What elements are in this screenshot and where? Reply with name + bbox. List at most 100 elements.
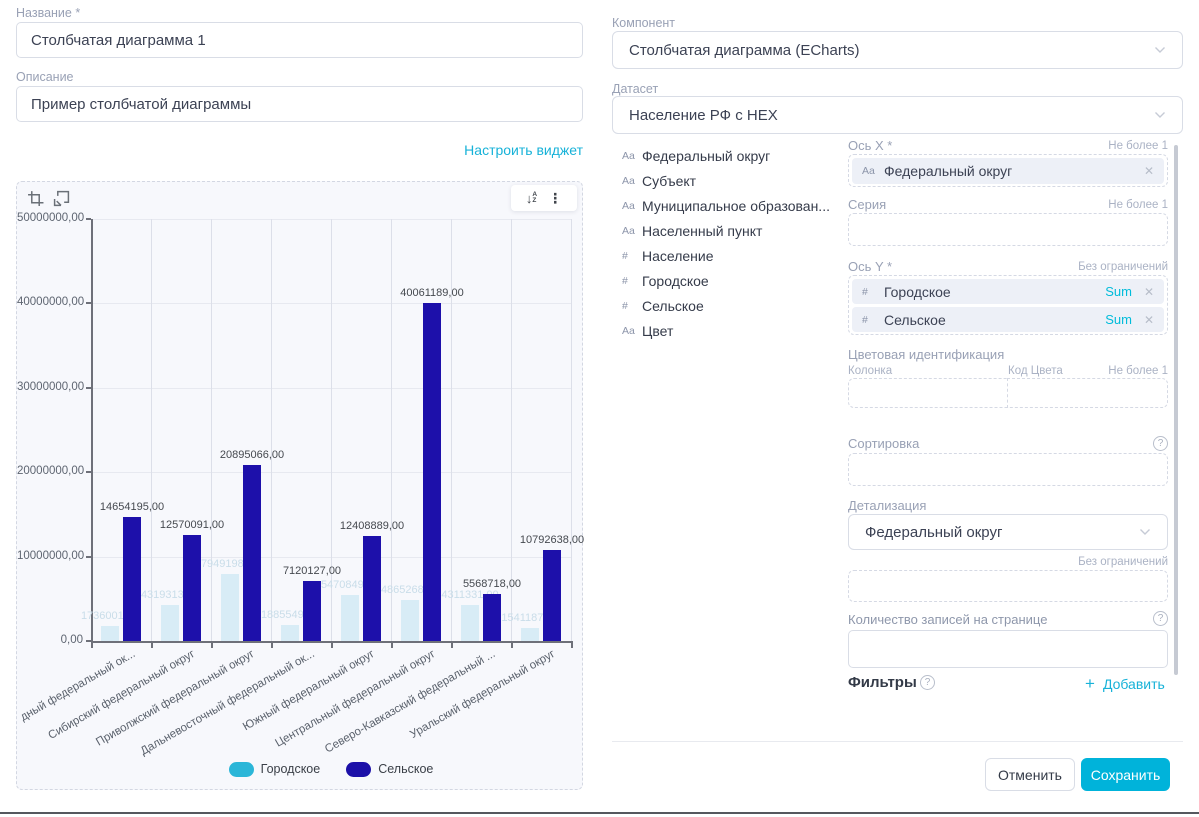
field-item[interactable]: Aa Населенный пункт [622, 221, 762, 241]
bar-gorodskoe[interactable] [281, 625, 299, 641]
bar-gorodskoe[interactable] [221, 574, 239, 641]
dataset-select[interactable]: Население РФ с HEX [612, 96, 1183, 134]
bar-gorodskoe[interactable] [161, 605, 179, 641]
field-item[interactable]: Aa Федеральный округ [622, 146, 770, 166]
x-axis-chip[interactable]: Aa Федеральный округ ✕ [852, 158, 1164, 184]
y-axis-chip[interactable]: # Городское Sum ✕ [852, 279, 1164, 304]
bar-selskoe[interactable] [483, 594, 501, 641]
series-hint: Не более 1 [1108, 199, 1168, 211]
field-item[interactable]: Aa Муниципальное образован... [622, 196, 830, 216]
legend-item[interactable]: Городское [228, 761, 320, 777]
bar-label-selskoe: 20895066,00 [219, 449, 285, 461]
bar-selskoe[interactable] [423, 303, 441, 641]
configure-widget-link[interactable]: Настроить виджет [464, 142, 583, 158]
x-axis-label: Ось X * [848, 138, 893, 153]
bar-selskoe[interactable] [183, 535, 201, 641]
x-axis-tick [151, 641, 153, 648]
bar-gorodskoe[interactable] [521, 628, 539, 641]
legend-swatch [228, 761, 254, 777]
gridline [151, 219, 152, 641]
bar-gorodskoe[interactable] [461, 605, 479, 641]
y-axis-tick [86, 218, 91, 220]
sort-az-icon[interactable]: ↓ A Z [526, 191, 537, 205]
field-item[interactable]: # Население [622, 246, 714, 266]
x-axis-tick [271, 641, 273, 648]
color-column-dropzone[interactable] [848, 378, 1008, 408]
bar-selskoe[interactable] [123, 517, 141, 641]
y-axis-dropzone[interactable]: # Городское Sum ✕ # Сельское Sum ✕ [848, 275, 1168, 335]
page-size-input[interactable] [848, 630, 1168, 668]
scrollbar[interactable] [1174, 145, 1178, 675]
records-dropzone[interactable] [848, 570, 1168, 602]
y-axis-tick [86, 471, 91, 474]
chart-widget-preview: ↓ A Z ⋮ 50000000,00 40000000,00 30000000,00 2… [16, 181, 584, 790]
restore-icon[interactable] [53, 190, 70, 207]
footer-divider [612, 741, 1183, 742]
bar-gorodskoe[interactable] [101, 626, 119, 641]
component-label: Компонент [612, 16, 676, 30]
detail-select[interactable]: Федеральный округ [848, 514, 1168, 550]
y-axis-tick [86, 640, 91, 642]
save-button[interactable]: Сохранить [1081, 758, 1170, 791]
field-item[interactable]: # Городское [622, 271, 709, 291]
area-zoom-icon[interactable] [27, 190, 44, 207]
gridline [511, 219, 512, 641]
kebab-menu-icon[interactable]: ⋮ [548, 190, 563, 206]
add-filter-link[interactable]: + Добавить [1085, 674, 1165, 694]
color-ident-hint: Не более 1 [1108, 365, 1168, 377]
bar-gorodskoe[interactable] [401, 600, 419, 641]
page-size-label: Количество записей на странице [848, 612, 1048, 627]
bar-gorodskoe[interactable] [341, 595, 359, 641]
x-axis-dropzone[interactable]: Aa Федеральный округ ✕ [848, 154, 1168, 187]
plus-icon: + [1085, 674, 1095, 693]
chevron-down-icon [1155, 47, 1165, 53]
description-input[interactable] [16, 86, 583, 122]
legend-item[interactable]: Сельское [346, 761, 433, 777]
cancel-button[interactable]: Отменить [985, 758, 1075, 791]
field-item[interactable]: Aa Субъект [622, 171, 696, 191]
bar-selskoe[interactable] [363, 536, 381, 641]
field-type-icon: # [622, 250, 628, 262]
help-icon[interactable]: ? [920, 675, 935, 690]
remove-chip-icon[interactable]: ✕ [1143, 164, 1154, 178]
field-type-icon: # [622, 300, 628, 312]
detail-label: Детализация [848, 498, 927, 513]
name-label: Название * [16, 6, 81, 20]
help-icon[interactable]: ? [1153, 436, 1168, 451]
component-select[interactable]: Столбчатая диаграмма (ECharts) [612, 31, 1183, 69]
y-axis-label: Ось Y * [848, 259, 893, 274]
bar-selskoe[interactable] [543, 550, 561, 641]
field-name: Федеральный округ [642, 148, 771, 164]
remove-chip-icon[interactable]: ✕ [1143, 312, 1154, 327]
column-sublabel: Колонка [848, 365, 893, 377]
y-axis-chip[interactable]: # Сельское Sum ✕ [852, 307, 1164, 332]
name-input[interactable] [16, 22, 583, 58]
y-axis-tick-label: 10000000,00 [17, 549, 85, 562]
series-dropzone[interactable] [848, 213, 1168, 246]
field-type-icon: # [622, 275, 628, 287]
chart-toolbox [27, 190, 70, 207]
field-type-icon: Aa [622, 150, 635, 162]
x-axis-hint: Не более 1 [1108, 140, 1168, 152]
aggregation-badge[interactable]: Sum [1105, 312, 1132, 327]
field-name: Населенный пункт [642, 223, 763, 239]
gridline [391, 219, 392, 641]
color-code-dropzone[interactable] [1007, 378, 1168, 408]
bar-selskoe[interactable] [243, 465, 261, 641]
aggregation-badge[interactable]: Sum [1105, 284, 1132, 299]
field-item[interactable]: # Сельское [622, 296, 704, 316]
remove-chip-icon[interactable]: ✕ [1143, 284, 1154, 299]
gridline [271, 219, 272, 641]
bar-selskoe[interactable] [303, 581, 321, 641]
detail-value: Федеральный округ [865, 523, 1003, 541]
color-ident-label: Цветовая идентификация [848, 347, 1005, 362]
x-axis-tick [331, 641, 333, 648]
field-name: Сельское [642, 298, 704, 314]
bar-label-selskoe: 14654195,00 [99, 501, 165, 513]
field-item[interactable]: Aa Цвет [622, 321, 673, 341]
chevron-down-icon [1155, 112, 1165, 118]
y-axis-tick-label: 40000000,00 [17, 296, 85, 309]
sorting-dropzone[interactable] [848, 453, 1168, 486]
help-icon[interactable]: ? [1153, 611, 1168, 626]
field-type-icon: Aa [622, 325, 635, 337]
